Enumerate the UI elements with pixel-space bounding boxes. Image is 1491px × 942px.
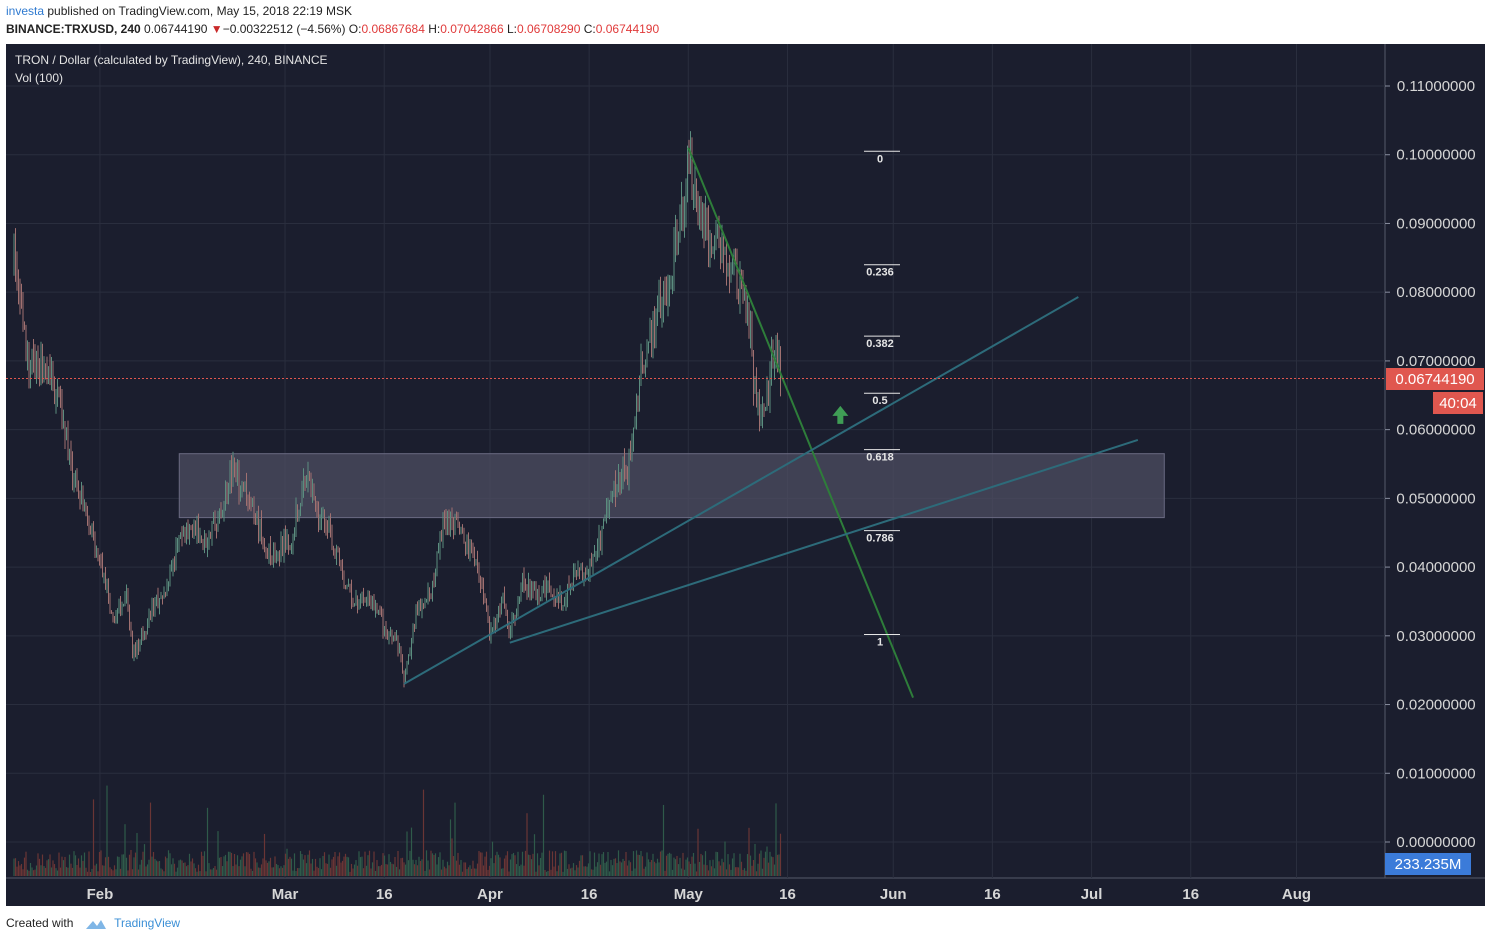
publish-info: investa published on TradingView.com, Ma… [6, 4, 352, 18]
price-tick-label: 0.09000000 [1396, 215, 1475, 232]
created-with-label: Created with [6, 916, 74, 930]
price-tick-label: 0.07000000 [1396, 353, 1475, 370]
price-tick-label: 0.05000000 [1396, 490, 1475, 507]
volume-bars [13, 785, 782, 876]
price-tick-label: 0.11000000 [1397, 78, 1475, 95]
ohlc-bar: BINANCE:TRXUSD, 240 0.06744190 ▼−0.00322… [6, 22, 659, 36]
price-axis-ticks: 0.11000000 0.10000000 0.09000000 0.08000000… [1385, 78, 1476, 851]
time-tick-label: Apr [477, 886, 503, 903]
fib-level-label: 0.236 [866, 267, 894, 279]
time-tick-label: 16 [1182, 886, 1199, 903]
fib-level-label: 1 [877, 636, 883, 648]
time-tick-label: May [674, 886, 704, 903]
target-arrow-icon[interactable] [832, 405, 849, 424]
price-tick-label: 0.02000000 [1396, 697, 1475, 714]
open-value: 0.06867684 [361, 22, 425, 36]
price-tick-label: 0.04000000 [1396, 559, 1475, 576]
footer: Created with TradingView [6, 916, 180, 931]
last-price-badge [1386, 368, 1484, 390]
countdown-badge [1433, 392, 1483, 414]
volume-badge-text: 233.235M [1395, 856, 1462, 873]
time-tick-label: 16 [376, 886, 393, 903]
symbol-label: BINANCE:TRXUSD, 240 [6, 22, 141, 36]
fib-level-label: 0.618 [866, 452, 894, 464]
volume-legend: Vol (100) [15, 71, 63, 85]
trendline-support [403, 296, 1079, 685]
price-chart[interactable]: 0 0.236 0.382 0.5 0.618 0.786 1 0.11000000 0.10… [0, 44, 1491, 906]
fib-level-label: 0.5 [872, 395, 887, 407]
fibonacci-retracement[interactable]: 0 0.236 0.382 0.5 0.618 0.786 1 [864, 150, 900, 648]
time-axis-ticks: Feb Mar 16 Apr 16 May 16 Jun 16 Jul 16 Aug [87, 886, 1311, 903]
tradingview-logo-icon [85, 919, 106, 929]
time-tick-label: 16 [779, 886, 796, 903]
down-arrow-icon: ▼ [210, 22, 223, 36]
tradingview-link[interactable]: TradingView [114, 916, 181, 930]
last-price-badge-text: 0.06744190 [1395, 371, 1474, 388]
low-value: 0.06708290 [516, 22, 581, 36]
time-tick-label: Jun [880, 886, 907, 903]
low-label: L: [506, 22, 517, 36]
chart-title: TRON / Dollar (calculated by TradingView… [15, 53, 328, 67]
last-price: 0.06744190 [144, 22, 208, 36]
high-label: H: [428, 22, 441, 36]
time-tick-label: 16 [581, 886, 598, 903]
fib-level-label: 0.382 [866, 338, 894, 350]
price-tick-label: 0.06000000 [1396, 422, 1475, 439]
change-value: −0.00322512 (−4.56%) [222, 22, 346, 36]
time-tick-label: Feb [87, 886, 114, 903]
author-link[interactable]: investa [6, 4, 45, 18]
close-label: C: [583, 22, 596, 36]
published-text: published on TradingView.com, May 15, 20… [47, 4, 353, 18]
price-tick-label: 0.00000000 [1396, 834, 1475, 851]
close-value: 0.06744190 [595, 22, 660, 36]
countdown-text: 40:04 [1439, 395, 1477, 412]
trendlines[interactable] [403, 147, 1139, 699]
open-label: O: [348, 22, 362, 36]
trendline-support [509, 438, 1139, 644]
price-tick-label: 0.03000000 [1396, 628, 1475, 645]
high-value: 0.07042866 [440, 22, 504, 36]
time-tick-label: 16 [984, 886, 1001, 903]
price-tick-label: 0.10000000 [1396, 147, 1475, 164]
volume-badge [1385, 853, 1471, 875]
fib-level-label: 0 [877, 153, 883, 165]
price-axis-panel[interactable] [1385, 44, 1485, 878]
time-axis-panel[interactable] [6, 878, 1485, 906]
fib-level-label: 0.786 [866, 533, 894, 545]
price-tick-label: 0.01000000 [1396, 765, 1475, 782]
candles [13, 131, 781, 688]
price-tick-label: 0.08000000 [1396, 284, 1475, 301]
time-tick-label: Jul [1081, 886, 1103, 903]
time-tick-label: Aug [1282, 886, 1311, 903]
support-zone[interactable] [178, 453, 1165, 519]
time-tick-label: Mar [272, 886, 299, 903]
trendline-resistance [687, 147, 914, 699]
